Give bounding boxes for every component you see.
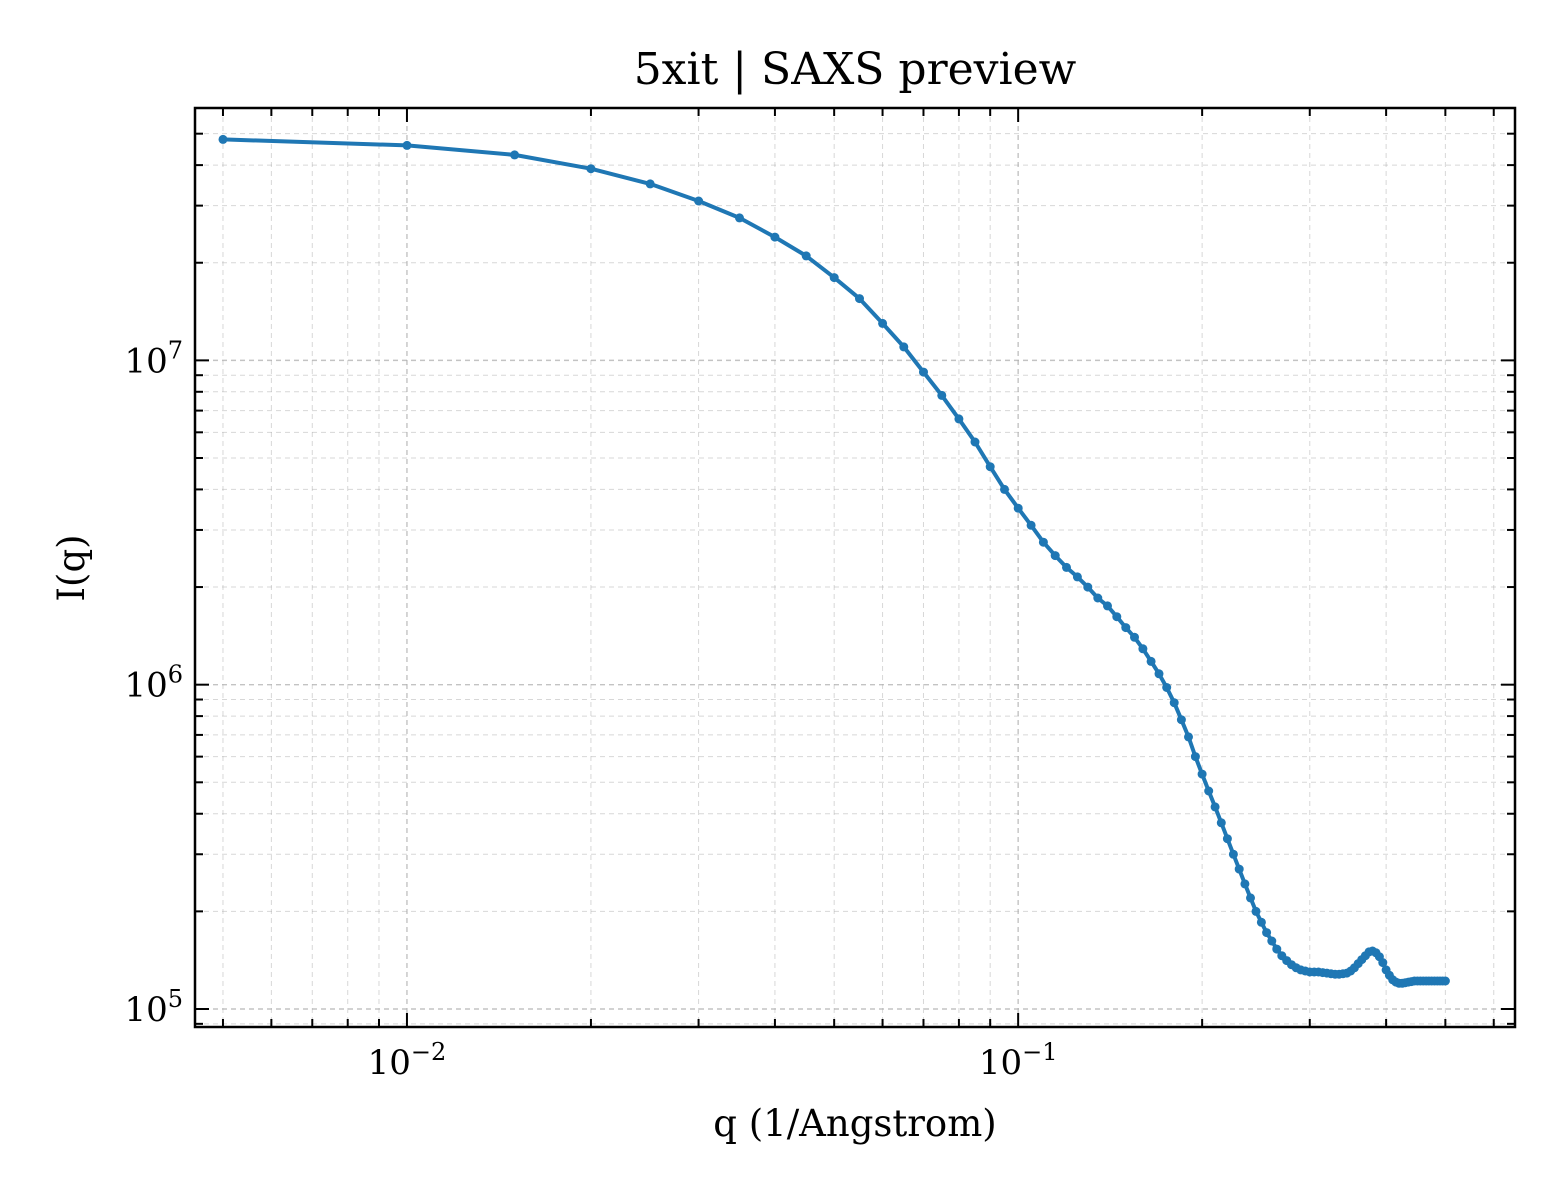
y-tick-label: 105 — [124, 985, 183, 1030]
data-point — [1169, 698, 1179, 708]
data-point — [1251, 906, 1261, 916]
data-point — [1083, 582, 1093, 592]
y-tick-label: 106 — [124, 661, 183, 706]
x-tick-label: 10−1 — [979, 1038, 1058, 1083]
data-point — [402, 140, 412, 150]
data-point — [878, 318, 888, 328]
data-point — [1184, 732, 1193, 742]
y-tick-label: 107 — [124, 336, 183, 381]
data-point — [1176, 715, 1186, 725]
data-point — [1062, 562, 1071, 572]
ticks — [195, 107, 1515, 1027]
data-point — [954, 414, 964, 424]
data-point — [1103, 601, 1112, 611]
data-point — [985, 462, 995, 472]
data-point — [694, 196, 704, 206]
data-point — [1197, 769, 1207, 779]
data-point — [801, 251, 811, 261]
data-point — [1000, 484, 1009, 494]
data-point — [1112, 612, 1122, 622]
data-point — [1050, 551, 1060, 561]
data-point — [1093, 593, 1103, 603]
data-point — [218, 134, 228, 144]
data-point — [586, 164, 596, 174]
data-point — [1038, 537, 1048, 547]
data-point — [770, 232, 780, 242]
data-point — [1190, 752, 1200, 762]
data-point — [1072, 572, 1082, 582]
data-point — [645, 179, 655, 189]
data-point — [1234, 864, 1244, 874]
data-point — [1026, 520, 1036, 530]
data-point — [510, 150, 520, 160]
data-point — [855, 294, 864, 304]
data-point — [1138, 644, 1148, 654]
data-point — [735, 213, 744, 223]
data-point — [1440, 976, 1450, 986]
data-point — [1256, 917, 1266, 927]
data-point — [1204, 786, 1214, 796]
data-point — [1267, 936, 1277, 946]
data-point — [970, 437, 980, 447]
data-point — [829, 273, 839, 283]
data-point — [1216, 818, 1226, 828]
data-point — [1210, 802, 1220, 812]
data-point — [1262, 928, 1272, 938]
data-point — [1154, 669, 1164, 679]
chart-title: 5xit | SAXS preview — [634, 44, 1077, 95]
data-point — [1228, 849, 1238, 859]
data-point — [1378, 958, 1388, 968]
data-point — [937, 390, 947, 400]
data-point — [1121, 623, 1131, 633]
data-point — [1146, 656, 1156, 666]
grid — [195, 107, 1515, 1027]
y-axis-label: I(q) — [50, 534, 93, 601]
data-point — [1162, 683, 1172, 692]
series-layer — [218, 134, 1450, 988]
x-axis-label: q (1/Angstrom) — [713, 1102, 996, 1145]
data-point — [919, 367, 928, 377]
data-point — [1246, 893, 1255, 903]
data-point — [1272, 944, 1282, 954]
data-point — [1130, 632, 1139, 642]
data-point — [899, 342, 909, 352]
plot-frame — [193, 106, 1517, 1029]
data-point — [1222, 834, 1232, 844]
x-tick-label: 10−2 — [368, 1038, 447, 1083]
data-point — [1240, 879, 1250, 889]
data-point — [1013, 503, 1023, 513]
tick-labels: 10−2 10−1 105 106 107 — [124, 336, 1057, 1083]
